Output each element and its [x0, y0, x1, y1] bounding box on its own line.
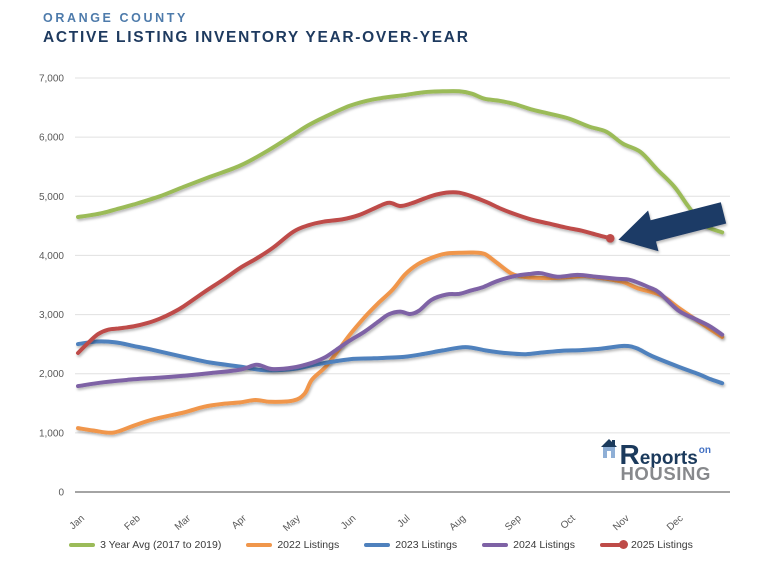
x-axis-tick-label: Feb [123, 513, 143, 533]
x-axis-tick-label: Oct [559, 513, 578, 532]
y-axis-tick-label: 2,000 [39, 369, 64, 380]
series-end-marker-2025-listings [605, 233, 615, 243]
x-axis-tick-label: Apr [230, 513, 249, 532]
legend-item-2025-listings: 2025 Listings [600, 539, 693, 551]
x-axis-tick-label: Sep [503, 513, 524, 533]
x-axis-tick-label: Jun [339, 513, 358, 532]
page-title: ACTIVE LISTING INVENTORY YEAR-OVER-YEAR [43, 29, 470, 46]
legend-item-2023-listings: 2023 Listings [364, 539, 457, 551]
logo-word-reports: Reports [619, 439, 698, 470]
x-axis-tick-label: Mar [173, 513, 194, 533]
y-axis-tick-label: 1,000 [39, 428, 64, 439]
legend-marker-2025-listings [600, 540, 629, 550]
x-axis-tick-label: Jul [396, 513, 413, 530]
legend-item-2024-listings: 2024 Listings [482, 539, 575, 551]
legend-label: 3 Year Avg (2017 to 2019) [100, 539, 222, 551]
legend-label: 2023 Listings [395, 539, 458, 551]
y-axis-tick-label: 0 [58, 488, 64, 499]
legend-label: 2024 Listings [513, 539, 576, 551]
chart-legend: 3 Year Avg (2017 to 2019) 2022 Listings 20… [0, 539, 762, 551]
y-axis-tick-label: 7,000 [39, 74, 64, 85]
x-axis-tick-label: Jan [68, 513, 87, 532]
legend-label: 2022 Listings [277, 539, 340, 551]
legend-marker-3-year-avg-2017-to-2019 [69, 542, 96, 548]
legend-item-2022-listings: 2022 Listings [246, 539, 339, 551]
chart-kicker: ORANGE COUNTY [43, 11, 188, 25]
logo-word-housing: HOUSING [620, 463, 711, 485]
x-axis-tick-label: Nov [611, 513, 632, 533]
y-axis-tick-label: 3,000 [39, 310, 64, 321]
legend-marker-2023-listings [364, 542, 391, 548]
y-axis-tick-label: 4,000 [39, 251, 64, 262]
callout-arrow [618, 202, 727, 252]
series-line-2023-listings [76, 339, 725, 386]
y-axis-tick-label: 6,000 [39, 133, 64, 144]
y-axis-tick-label: 5,000 [39, 192, 64, 203]
series-line-2025-listings [76, 190, 613, 355]
x-axis-tick-label: May [281, 513, 302, 534]
logo-word-on: on [698, 445, 711, 456]
series-line-3-year-avg-2017-to-2019 [76, 89, 725, 235]
legend-marker-2024-listings [482, 542, 509, 548]
reports-on-housing-logo: Reports on HOUSING [600, 439, 711, 485]
legend-marker-dot [619, 540, 629, 550]
x-axis-tick-label: Dec [665, 513, 686, 533]
house-logo-icon [600, 438, 620, 466]
gridlines: 0 1,000 2,000 3,000 4,000 5,000 6,000 7,000 [39, 74, 730, 499]
series-line-2024-listings [76, 271, 725, 389]
x-axis-tick-label: Aug [448, 513, 469, 533]
legend-label: 2025 Listings [631, 539, 693, 551]
x-axis-labels: Jan Feb Mar Apr May Jun Jul Aug Sep Oct Nov Dec [68, 513, 686, 534]
legend-marker-2022-listings [246, 542, 273, 548]
legend-item-3-year-avg-2017-to-2019: 3 Year Avg (2017 to 2019) [69, 539, 221, 551]
